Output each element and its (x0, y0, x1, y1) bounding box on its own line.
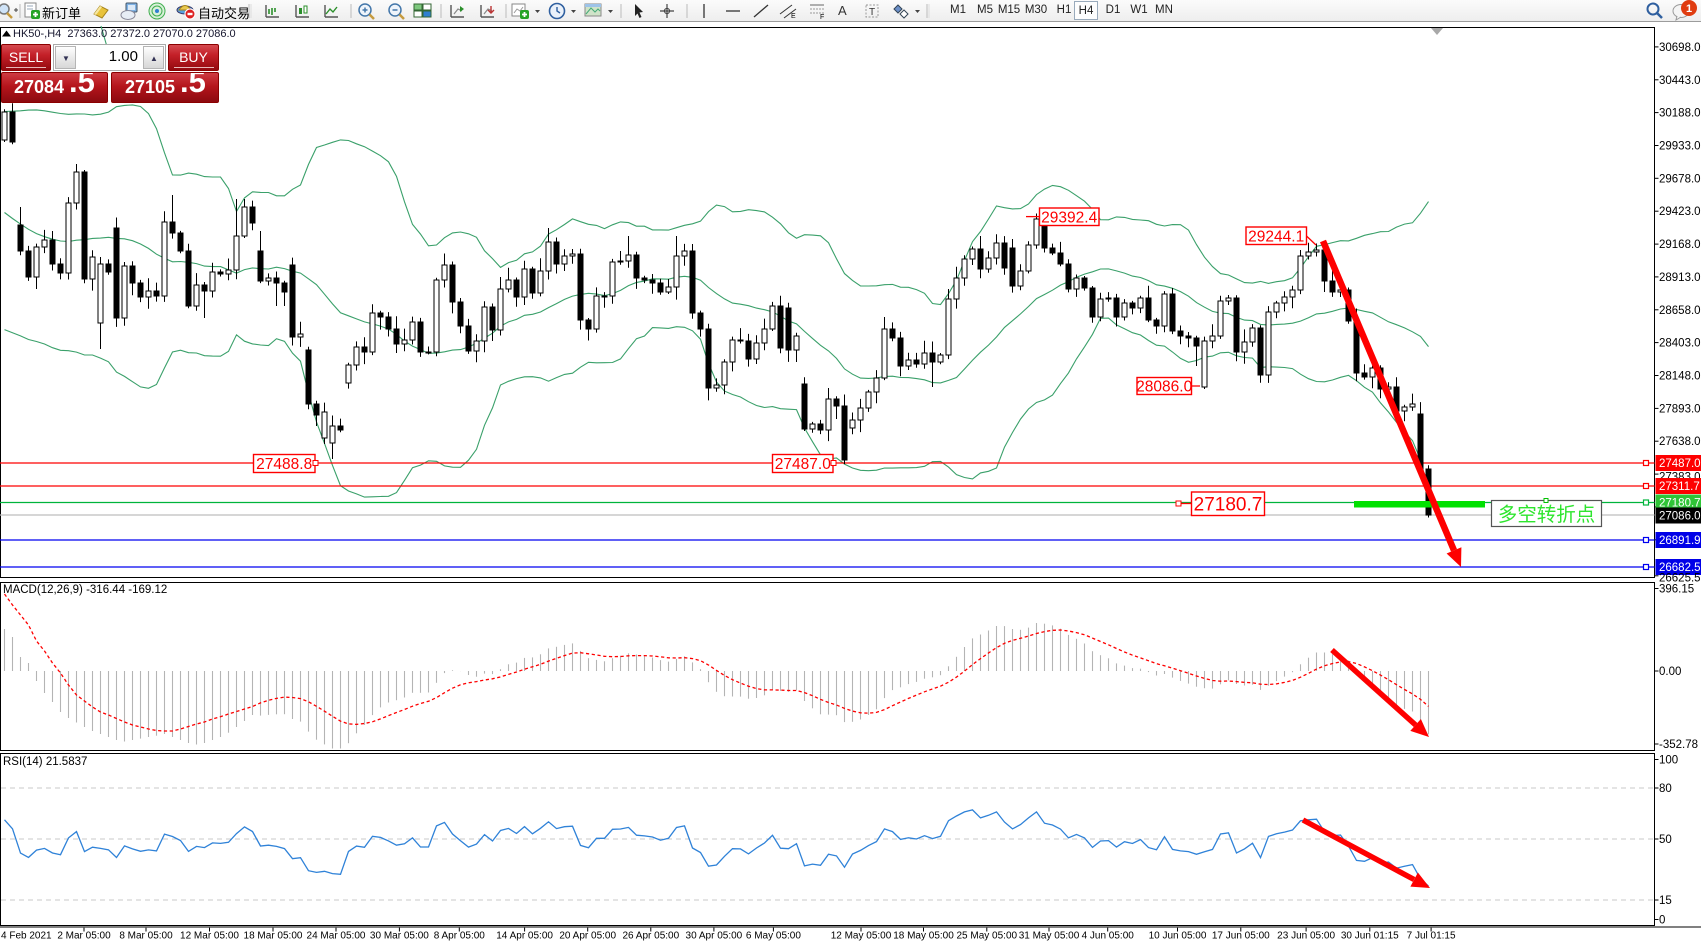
svg-text:4 Feb 2021: 4 Feb 2021 (1, 931, 52, 942)
svg-text:29678.0: 29678.0 (1659, 173, 1701, 185)
svg-text:27487.0: 27487.0 (1659, 458, 1701, 470)
svg-text:27086.0: 27086.0 (1659, 511, 1701, 523)
svg-text:6 May 05:00: 6 May 05:00 (746, 931, 801, 942)
svg-text:15: 15 (1659, 895, 1672, 907)
svg-text:2 Mar 05:00: 2 Mar 05:00 (57, 931, 111, 942)
svg-text:29392.4: 29392.4 (1041, 209, 1097, 226)
svg-text:27893.0: 27893.0 (1659, 403, 1701, 415)
svg-text:28658.0: 28658.0 (1659, 305, 1701, 317)
svg-text:27638.0: 27638.0 (1659, 436, 1701, 448)
svg-text:10 Jun 05:00: 10 Jun 05:00 (1149, 931, 1207, 942)
svg-text:27180.7: 27180.7 (1194, 495, 1263, 516)
svg-text:26625.5: 26625.5 (1659, 572, 1701, 584)
svg-text:50: 50 (1659, 834, 1672, 846)
svg-text:18 May 05:00: 18 May 05:00 (893, 931, 954, 942)
svg-text:25 May 05:00: 25 May 05:00 (956, 931, 1017, 942)
svg-text:30 Apr 05:00: 30 Apr 05:00 (686, 931, 743, 942)
svg-text:27488.8: 27488.8 (256, 456, 312, 473)
svg-text:24 Mar 05:00: 24 Mar 05:00 (307, 931, 366, 942)
svg-text:29168.0: 29168.0 (1659, 239, 1701, 251)
svg-text:-352.78: -352.78 (1659, 739, 1698, 751)
svg-text:1: 1 (1686, 3, 1692, 15)
svg-text:HK50-,H4 27363.0 27372.0 2707: HK50-,H4 27363.0 27372.0 27070.0 27086.0 (13, 28, 236, 40)
svg-text:17 Jun 05:00: 17 Jun 05:00 (1212, 931, 1270, 942)
svg-text:12 May 05:00: 12 May 05:00 (831, 931, 892, 942)
svg-text:12 Mar 05:00: 12 Mar 05:00 (180, 931, 239, 942)
svg-text:20 Apr 05:00: 20 Apr 05:00 (559, 931, 616, 942)
svg-text:28148.0: 28148.0 (1659, 371, 1701, 383)
svg-text:30443.0: 30443.0 (1659, 75, 1701, 87)
svg-text:8 Apr 05:00: 8 Apr 05:00 (434, 931, 486, 942)
svg-text:100: 100 (1659, 755, 1678, 767)
svg-text:28913.0: 28913.0 (1659, 272, 1701, 284)
svg-text:30698.0: 30698.0 (1659, 42, 1701, 54)
svg-text:RSI(14) 21.5837: RSI(14) 21.5837 (3, 756, 87, 768)
svg-text:28403.0: 28403.0 (1659, 338, 1701, 350)
svg-text:30188.0: 30188.0 (1659, 108, 1701, 120)
svg-text:MACD(12,26,9) -316.44 -169.12: MACD(12,26,9) -316.44 -169.12 (3, 584, 167, 596)
svg-text:0: 0 (1659, 915, 1665, 927)
svg-text:28086.0: 28086.0 (1136, 379, 1192, 396)
svg-text:多空转折点: 多空转折点 (1498, 504, 1596, 526)
svg-text:7 Jul 01:15: 7 Jul 01:15 (1407, 931, 1456, 942)
svg-text:26 Apr 05:00: 26 Apr 05:00 (622, 931, 679, 942)
svg-text:27311.7: 27311.7 (1659, 481, 1700, 493)
svg-text:18 Mar 05:00: 18 Mar 05:00 (244, 931, 303, 942)
svg-text:31 May 05:00: 31 May 05:00 (1019, 931, 1080, 942)
svg-text:80: 80 (1659, 783, 1672, 795)
svg-text:T: T (869, 7, 875, 18)
svg-text:0.00: 0.00 (1659, 666, 1681, 678)
svg-text:29933.0: 29933.0 (1659, 141, 1701, 153)
svg-text:30 Mar 05:00: 30 Mar 05:00 (370, 931, 429, 942)
svg-text:F: F (820, 14, 824, 20)
svg-text:396.15: 396.15 (1659, 584, 1694, 596)
svg-text:E: E (791, 13, 796, 20)
svg-text:26891.9: 26891.9 (1659, 535, 1701, 547)
svg-text:29244.1: 29244.1 (1248, 228, 1304, 245)
svg-text:23 Jun 05:00: 23 Jun 05:00 (1277, 931, 1335, 942)
svg-text:27487.0: 27487.0 (775, 456, 831, 473)
svg-text:30 Jun 01:15: 30 Jun 01:15 (1341, 931, 1399, 942)
svg-text:4 Jun 05:00: 4 Jun 05:00 (1082, 931, 1135, 942)
svg-text:14 Apr 05:00: 14 Apr 05:00 (496, 931, 553, 942)
svg-text:29423.0: 29423.0 (1659, 206, 1701, 218)
svg-text:8 Mar 05:00: 8 Mar 05:00 (119, 931, 173, 942)
